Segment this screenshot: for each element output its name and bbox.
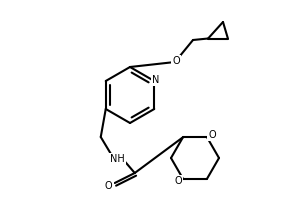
Text: O: O: [105, 181, 112, 191]
Text: NH: NH: [110, 154, 125, 164]
Text: N: N: [152, 75, 159, 85]
Text: O: O: [208, 130, 216, 140]
Text: O: O: [172, 56, 180, 66]
Text: O: O: [174, 176, 182, 186]
